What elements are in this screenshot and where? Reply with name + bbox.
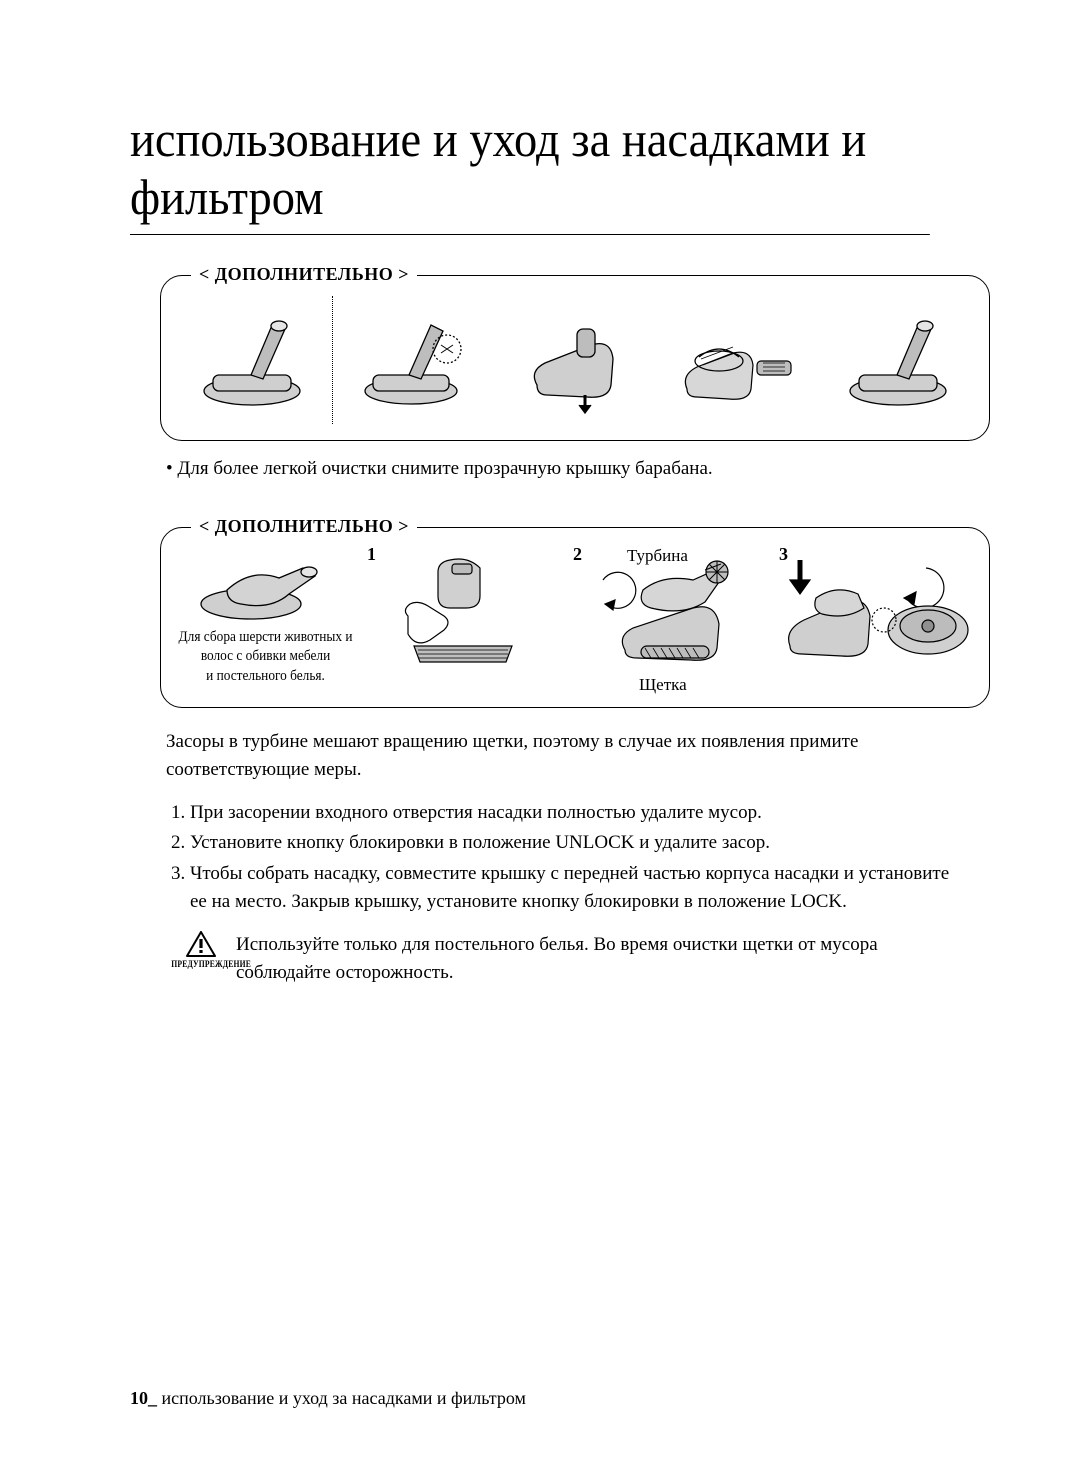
step-number: 1	[367, 544, 376, 565]
panel2-step-3: 3	[773, 542, 979, 697]
step3-reassemble-illustration-icon	[776, 550, 976, 670]
nozzle-illustration-icon	[839, 305, 957, 415]
optional-panel-2: < ДОПОЛНИТЕЛЬНО > Для сбора шерсти живот…	[160, 527, 990, 708]
panel1-figure-5	[818, 290, 979, 430]
optional-panel-1: < ДОПОЛНИТЕЛЬНО >	[160, 275, 990, 441]
step2-turbine-label: Турбина	[627, 546, 688, 566]
page-title: использование и уход за насадками и филь…	[130, 110, 930, 235]
warning-icon-column: ПРЕДУПРЕЖДЕНИЕ	[166, 931, 236, 972]
warning-text: Используйте только для постельного белья…	[236, 931, 966, 988]
panel-2-row: Для сбора шерсти животных и волос с обив…	[171, 542, 979, 697]
step-number: 2	[573, 544, 582, 565]
panel2-caption-line: волос с обивки мебели	[201, 648, 330, 664]
warning-block: ПРЕДУПРЕЖДЕНИЕ Используйте только для по…	[166, 931, 966, 988]
panel1-bullet-text: Для более легкой очистки снимите прозрач…	[166, 455, 990, 483]
panel2-step-1: 1	[361, 542, 567, 697]
numbered-instructions: При засорении входного отверстия насадки…	[166, 799, 956, 917]
warning-triangle-icon	[186, 931, 216, 957]
page-number: 10_	[130, 1388, 157, 1408]
panel1-figure-4	[656, 290, 817, 430]
panel-2-legend: < ДОПОЛНИТЕЛЬНО >	[191, 516, 417, 537]
nozzle-illustration-icon	[193, 305, 311, 415]
nozzle-side-illustration-icon	[517, 305, 635, 415]
step2-unlock-illustration-icon	[585, 550, 755, 670]
nozzle-open-illustration-icon	[355, 305, 473, 415]
panel2-caption-line: Для сбора шерсти животных и	[179, 629, 353, 645]
page-footer: 10_ использование и уход за насадками и …	[130, 1388, 526, 1409]
intro-paragraph: Засоры в турбине мешают вращению щетки, …	[166, 728, 966, 785]
instruction-item: Чтобы собрать насадку, совместите крышку…	[190, 860, 956, 917]
panel2-step-2: 2 Турбина	[567, 542, 773, 697]
instruction-item: При засорении входного отверстия насадки…	[190, 799, 956, 828]
panel-1-row	[171, 290, 979, 430]
panel1-figure-2	[333, 290, 494, 430]
step1-clean-inlet-illustration-icon	[394, 550, 534, 670]
panel2-caption-line: и постельного белья.	[207, 668, 326, 684]
panel2-steps-row: 1	[361, 542, 979, 697]
nozzle-exploded-illustration-icon	[673, 305, 801, 415]
warning-label: ПРЕДУПРЕЖДЕНИЕ	[171, 958, 231, 972]
instruction-item: Установите кнопку блокировки в положение…	[190, 829, 956, 858]
panel2-left-caption: Для сбора шерсти животных и волос с обив…	[179, 628, 353, 687]
panel2-left-column: Для сбора шерсти животных и волос с обив…	[171, 542, 361, 697]
manual-page: использование и уход за насадками и филь…	[0, 0, 1080, 1469]
footer-text: использование и уход за насадками и филь…	[162, 1388, 526, 1408]
step2-brush-label: Щетка	[639, 675, 687, 695]
mini-turbo-brush-illustration-icon	[191, 546, 341, 624]
panel1-figure-1	[171, 290, 332, 430]
panel-1-legend: < ДОПОЛНИТЕЛЬНО >	[191, 264, 417, 285]
panel1-figure-3	[495, 290, 656, 430]
step-number: 3	[779, 544, 788, 565]
